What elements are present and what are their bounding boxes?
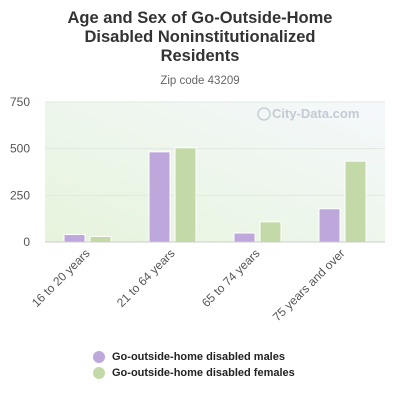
- x-tick-label: 21 to 64 years: [114, 246, 178, 310]
- legend: Go-outside-home disabled males Go-outsid…: [93, 349, 295, 381]
- legend-label-males: Go-outside-home disabled males: [112, 351, 285, 363]
- bar-males: [233, 232, 256, 243]
- bar-females: [174, 147, 197, 243]
- y-tick-label: 0: [23, 235, 30, 249]
- x-tick-label: 16 to 20 years: [29, 246, 93, 310]
- bar-males: [318, 208, 341, 243]
- chart-subtitle: Zip code 43209: [160, 75, 240, 87]
- bar-females: [89, 235, 112, 243]
- legend-item-females: Go-outside-home disabled females: [93, 365, 295, 381]
- watermark-text: City-Data.com: [272, 106, 359, 121]
- watermark-icon: [257, 107, 271, 121]
- y-tick-label: 750: [10, 95, 30, 109]
- legend-item-males: Go-outside-home disabled males: [93, 349, 295, 365]
- legend-swatch-males: [93, 351, 105, 363]
- bar-females: [259, 221, 282, 243]
- watermark: City-Data.com: [257, 106, 359, 121]
- x-tick-label: 75 years and over: [270, 246, 348, 324]
- x-tick-label: 65 to 74 years: [199, 246, 263, 310]
- bar-females: [344, 160, 367, 243]
- y-tick-label: 250: [10, 188, 30, 202]
- chart-title-line-3: Residents: [160, 47, 240, 65]
- chart-title-line-2: Disabled Noninstitutionalized: [84, 28, 316, 46]
- y-tick-label: 500: [10, 142, 30, 156]
- bar-males: [63, 234, 86, 243]
- chart-title-line-1: Age and Sex of Go-Outside-Home: [67, 9, 333, 27]
- legend-label-females: Go-outside-home disabled females: [112, 367, 295, 379]
- bar-males: [148, 151, 171, 243]
- chart-title: Age and Sex of Go-Outside-Home Disabled …: [0, 9, 400, 66]
- legend-swatch-females: [93, 367, 105, 379]
